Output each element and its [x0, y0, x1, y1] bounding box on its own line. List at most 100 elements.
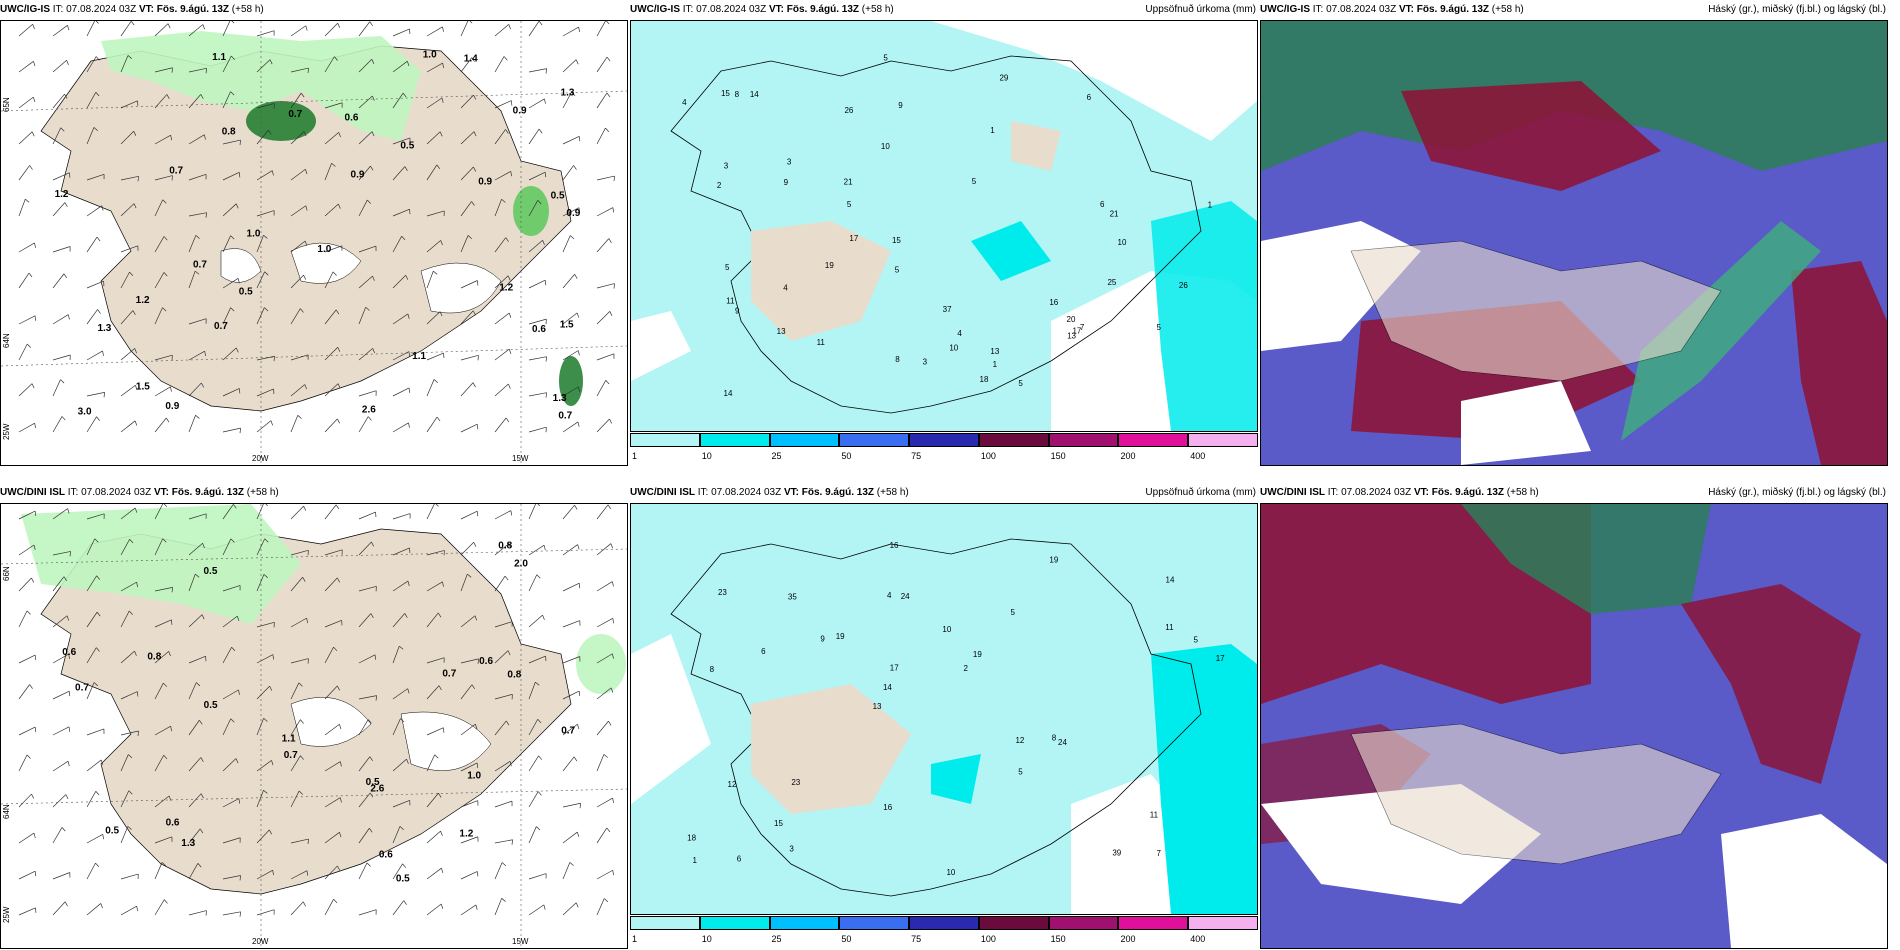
wind-barb	[460, 871, 478, 880]
precip-value-label: 12	[728, 780, 737, 789]
wind-barb-flag	[237, 278, 240, 284]
wind-barb-flag	[471, 684, 475, 690]
wind-barb	[528, 21, 540, 37]
colorbar-tick-label: 100	[980, 451, 996, 461]
wind-barb-flag	[230, 91, 235, 96]
wind-barb	[392, 758, 407, 772]
wind-value-label: 0.8	[147, 652, 161, 663]
wind-barb-flag	[128, 790, 133, 795]
wind-barb-flag	[205, 68, 207, 74]
wind-barb-flag	[239, 428, 241, 434]
wind-barb-flag	[476, 762, 479, 768]
wind-barb	[188, 574, 196, 592]
wind-barb	[426, 164, 438, 181]
wind-barb	[256, 869, 273, 880]
mid-cloud-n	[1401, 81, 1661, 191]
wind-value-label: 1.0	[467, 771, 481, 782]
wind-barb-flag	[503, 56, 508, 61]
wind-barb	[562, 656, 580, 664]
wind-barb	[290, 67, 309, 73]
wind-barb	[86, 833, 103, 844]
wind-barb	[494, 898, 503, 916]
wind-barb	[86, 56, 97, 73]
wind-barb	[188, 655, 206, 664]
panel-wind-row2: UWC/DINI ISL IT: 07.08.2024 03Z VT: Fös.…	[0, 483, 628, 949]
precip-value-label: 2	[964, 664, 969, 673]
wind-barb-flag	[339, 797, 342, 803]
wind-barb-flag	[469, 21, 473, 24]
wind-barb	[222, 278, 239, 289]
wind-barb	[256, 718, 264, 736]
wind-barb-flag	[440, 240, 443, 246]
wind-barb	[188, 350, 205, 361]
wind-barb-flag	[195, 573, 200, 578]
wind-barb-flag	[31, 131, 35, 137]
precip-value-label: 9	[735, 307, 740, 316]
wind-barb	[426, 131, 441, 145]
precip-value-label: 11	[817, 338, 826, 347]
wind-barb-flag	[199, 828, 204, 834]
wind-barb-flag	[507, 650, 511, 656]
wind-value-label: 0.5	[400, 140, 414, 151]
wind-barb-flag	[127, 55, 132, 60]
wind-barb	[426, 727, 444, 736]
wind-barb	[120, 420, 136, 433]
wind-barb-flag	[472, 310, 476, 316]
panel-cloud-row1: UWC/IG-IS IT: 07.08.2024 03Z VT: Fös. 9.…	[1260, 0, 1888, 466]
wind-barb-flag	[577, 350, 580, 356]
precip-value-label: 21	[1110, 209, 1119, 218]
wind-barb-flag	[135, 385, 138, 391]
wind-barb-flag	[574, 505, 578, 510]
wind-barb	[562, 802, 581, 808]
wind-barb-flag	[403, 900, 407, 905]
wind-barb	[188, 24, 204, 37]
colorbar-segment	[699, 433, 770, 447]
wind-value-label: 1.2	[499, 283, 513, 294]
wind-barb	[154, 862, 163, 880]
wind-barb	[494, 720, 507, 736]
precip-value-label: 7	[1080, 323, 1085, 332]
model-name: UWC/IG-IS	[0, 4, 50, 15]
wind-barb	[86, 647, 97, 664]
wind-barb	[154, 836, 173, 844]
wind-barb-flag	[163, 754, 168, 760]
wind-value-label: 1.2	[459, 829, 473, 840]
wind-barb	[18, 199, 26, 217]
wind-barb	[290, 870, 308, 880]
wind-barb-flag	[477, 280, 479, 286]
wind-barb-flag	[162, 538, 167, 543]
it-label: IT:	[1312, 4, 1324, 15]
wind-value-label: 0.5	[366, 777, 380, 788]
wind-barb	[222, 172, 240, 181]
wind-barb	[52, 59, 67, 73]
wind-barb-flag	[269, 829, 273, 835]
precip-value-label: 5	[883, 54, 888, 63]
wind-barb	[18, 383, 33, 397]
wind-barb-flag	[129, 538, 134, 544]
colorbar-tick-label: 1	[632, 451, 638, 461]
wind-barb-flag	[102, 834, 104, 840]
wind-value-label: 2.0	[514, 558, 528, 569]
wind-barb	[392, 613, 406, 628]
wind-barb-flag	[575, 902, 579, 908]
vt-value: Fös. 9.ágú. 13Z	[786, 4, 859, 15]
wind-barb	[358, 541, 372, 556]
wind-barb	[256, 685, 270, 700]
clear-sky-s	[1461, 381, 1591, 465]
wind-barb	[358, 695, 377, 700]
wind-barb-flag	[509, 761, 512, 767]
wind-barb	[358, 131, 373, 145]
wind-barb-flag	[195, 235, 200, 239]
wind-barb	[222, 689, 239, 700]
wind-barb	[494, 312, 510, 325]
wind-barb-flag	[96, 647, 100, 652]
wind-barb	[324, 865, 338, 880]
wind-barb	[460, 131, 475, 145]
wind-barb-flag	[371, 541, 375, 547]
wind-barb-flag	[69, 551, 71, 557]
wind-barb-flag	[32, 24, 35, 30]
wind-barb-flag	[195, 414, 200, 419]
wind-barb	[596, 175, 615, 181]
wind-barb-flag	[538, 21, 543, 26]
wind-barb-flag	[372, 275, 375, 281]
